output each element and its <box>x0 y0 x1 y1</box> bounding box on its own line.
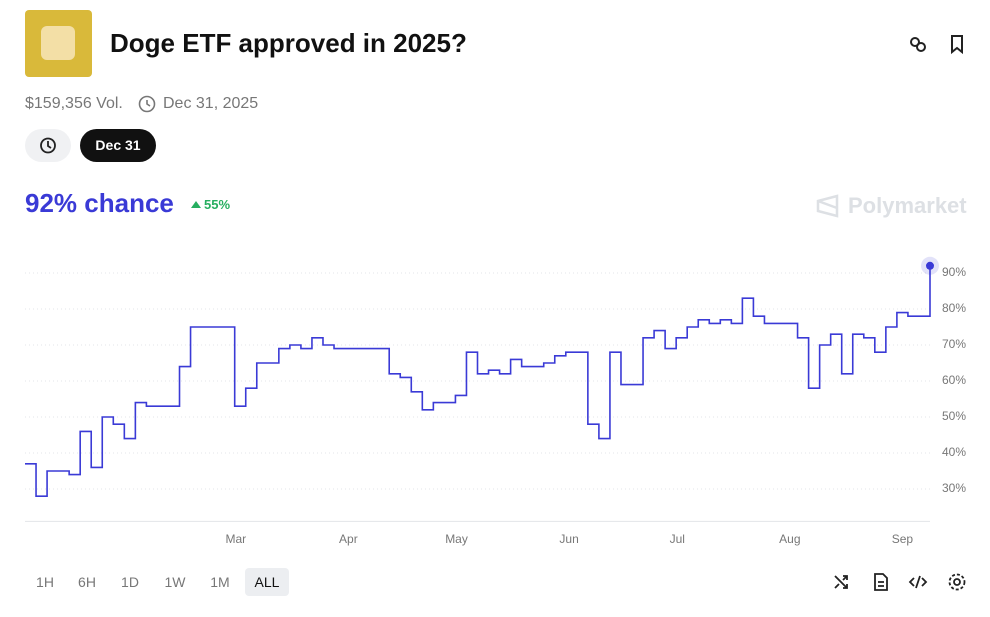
y-tick-label: 50% <box>942 409 966 423</box>
chance: 92% chance <box>25 188 174 218</box>
volume: $159,356 Vol. <box>25 95 123 112</box>
y-tick-label: 70% <box>942 337 966 351</box>
time-button[interactable]: 6H <box>78 574 96 590</box>
end-dot <box>926 261 934 270</box>
clock-icon <box>138 95 156 113</box>
up-arrow <box>191 201 201 208</box>
x-tick-label: Apr <box>339 532 358 546</box>
y-tick-label: 60% <box>942 373 966 387</box>
brand-icon <box>816 194 839 218</box>
y-tick-label: 40% <box>942 445 966 459</box>
y-tick-label: 80% <box>942 301 966 315</box>
change: 55% <box>204 197 231 212</box>
x-tick-label: Aug <box>779 532 800 546</box>
time-button[interactable]: 1W <box>164 574 186 590</box>
tool-icons[interactable] <box>830 570 980 596</box>
history-button[interactable] <box>25 129 71 162</box>
brand: Polymarket <box>848 193 967 218</box>
header-icons[interactable] <box>905 32 975 56</box>
x-tick-label: Jul <box>670 532 685 546</box>
time-button[interactable]: ALL <box>245 568 289 596</box>
y-tick-label: 90% <box>942 265 966 279</box>
y-tick-label: 30% <box>942 481 966 495</box>
title: Doge ETF approved in 2025? <box>110 28 467 58</box>
time-button[interactable]: 1M <box>210 574 230 590</box>
x-tick-label: Mar <box>225 532 246 546</box>
date-button[interactable]: Dec 31 <box>80 129 156 162</box>
price-line <box>25 265 931 497</box>
chart: 30% 40% 50% 60% 70% 80% 90% Mar Apr May Jun Jul Aug S… <box>25 256 966 546</box>
x-tick-label: Jun <box>559 532 578 546</box>
x-tick-label: May <box>445 532 468 546</box>
logo <box>25 10 92 77</box>
end-date: Dec 31, 2025 <box>163 95 259 112</box>
time-button[interactable]: 1D <box>121 574 139 590</box>
x-tick-label: Sep <box>892 532 914 546</box>
time-button[interactable]: 1H <box>36 574 54 590</box>
